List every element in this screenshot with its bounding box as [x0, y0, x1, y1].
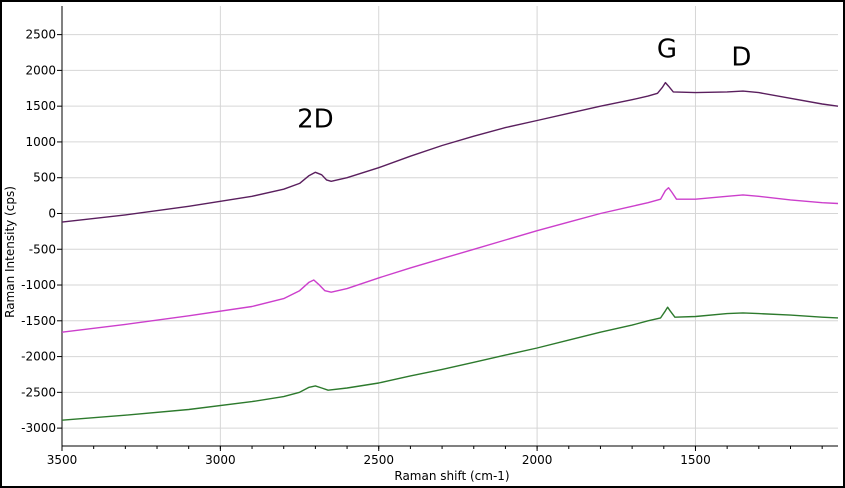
spectrum-line-2: [61, 187, 839, 333]
x-tick-label: 3000: [205, 453, 236, 467]
spectrum-line-3: [61, 306, 839, 421]
x-tick-label: 1500: [680, 453, 711, 467]
peak-label-2d: 2D: [297, 105, 334, 135]
y-tick-label: -3000: [21, 421, 56, 435]
y-tick-label: -1500: [21, 314, 56, 328]
y-tick-label: 1000: [25, 135, 56, 149]
y-tick-label: -2500: [21, 385, 56, 399]
peak-label-d: D: [731, 42, 751, 72]
x-axis-title: Raman shift (cm-1): [394, 469, 509, 483]
x-tick-label: 2500: [363, 453, 394, 467]
annotations: 2D G D: [297, 35, 751, 135]
y-tick-label: -1000: [21, 278, 56, 292]
grid: [61, 6, 838, 446]
peak-label-g: G: [657, 35, 677, 65]
y-tick-label: 0: [48, 206, 56, 220]
y-tick-label: 2500: [25, 28, 56, 42]
x-tick-label: 2000: [522, 453, 553, 467]
tick-labels: 2500 2000 1500 1000 500 0 -500 -1000 -1500 -2000 -…: [21, 28, 711, 467]
spectrum-line-1: [61, 81, 839, 223]
y-tick-label: 2000: [25, 63, 56, 77]
axes: [57, 6, 838, 451]
y-tick-label: 500: [33, 171, 56, 185]
series-group: [61, 81, 839, 421]
y-tick-label: -500: [29, 242, 56, 256]
y-axis-title: Raman Intensity (cps): [3, 186, 17, 318]
y-tick-label: 1500: [25, 99, 56, 113]
x-tick-label: 3500: [47, 453, 78, 467]
y-tick-label: -2000: [21, 350, 56, 364]
